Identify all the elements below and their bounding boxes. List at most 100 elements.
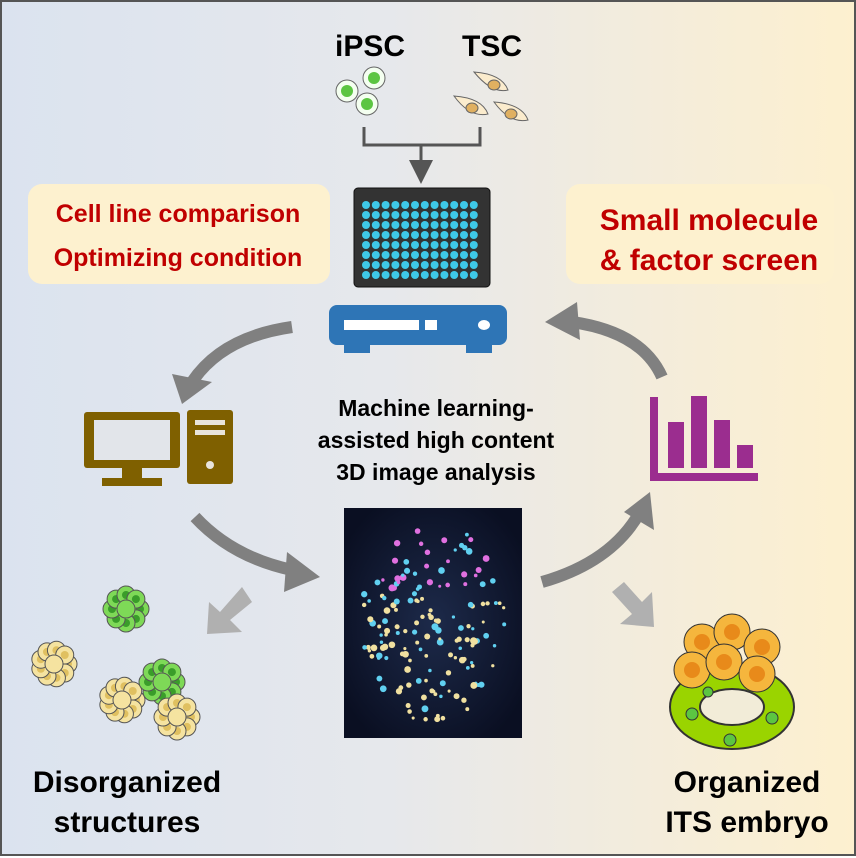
- brain-node: [424, 633, 431, 640]
- left-box-line-2: Optimizing condition: [54, 244, 303, 272]
- brain-node: [453, 656, 458, 660]
- brain-node: [439, 694, 443, 699]
- well: [401, 201, 410, 209]
- well: [430, 241, 439, 249]
- center-line-2: assisted high content: [318, 427, 555, 453]
- brain-node: [458, 656, 466, 664]
- cell-line-comparison-box: Cell line comparison Optimizing conditio…: [28, 184, 330, 284]
- brain-node: [435, 627, 442, 634]
- brain-node: [376, 675, 383, 682]
- brain-node: [461, 697, 467, 703]
- well: [391, 261, 400, 269]
- brain-node: [485, 601, 490, 606]
- well: [411, 201, 419, 209]
- well: [440, 221, 449, 229]
- brain-node: [414, 598, 419, 603]
- embryo-nucleus: [754, 639, 770, 655]
- well: [430, 261, 439, 269]
- embryo-nucleus: [749, 666, 765, 682]
- brain-node: [431, 689, 436, 694]
- brain-node: [492, 644, 497, 648]
- brain-node: [467, 601, 474, 608]
- well: [430, 221, 439, 229]
- well: [450, 251, 459, 259]
- brain-node: [466, 624, 471, 629]
- well: [411, 221, 419, 229]
- brain-node: [411, 629, 418, 635]
- well: [440, 211, 449, 219]
- well: [469, 241, 478, 249]
- well: [411, 211, 419, 219]
- brain-node: [382, 595, 387, 601]
- well: [411, 261, 419, 269]
- brain-node: [415, 640, 420, 645]
- brain-node: [475, 567, 482, 574]
- computer-icon: [84, 410, 233, 486]
- well: [450, 221, 459, 229]
- brain-node: [451, 615, 456, 619]
- well: [362, 251, 370, 259]
- brain-node: [379, 685, 387, 693]
- well: [420, 221, 429, 229]
- bottom-right-line-2: ITS embryo: [665, 806, 828, 839]
- well: [440, 241, 449, 249]
- well: [430, 231, 439, 239]
- brain-node: [391, 557, 399, 564]
- well: [469, 221, 478, 229]
- brain-node: [388, 584, 396, 592]
- brain-node: [435, 618, 441, 624]
- brain-node: [369, 653, 375, 659]
- brain-node: [418, 541, 424, 546]
- well: [371, 211, 380, 219]
- brain-node: [465, 707, 470, 712]
- brain-node: [453, 693, 460, 700]
- well: [362, 261, 370, 269]
- brain-node: [418, 647, 423, 652]
- well: [460, 221, 468, 229]
- well: [362, 231, 370, 239]
- well: [391, 201, 400, 209]
- ai-brain-image: [344, 508, 522, 738]
- brain-node: [424, 549, 431, 556]
- cell-nucleus: [167, 668, 176, 677]
- well: [440, 231, 449, 239]
- well: [401, 231, 410, 239]
- well: [391, 221, 400, 229]
- brain-node: [382, 618, 388, 625]
- brain-node: [438, 584, 442, 588]
- well: [391, 231, 400, 239]
- brain-node: [468, 537, 474, 543]
- brain-node: [361, 591, 368, 598]
- brain-node: [478, 681, 485, 688]
- brain-node: [491, 664, 495, 668]
- brain-node: [370, 644, 378, 652]
- brain-node: [445, 582, 451, 588]
- brain-node: [411, 591, 418, 597]
- brain-node: [415, 678, 422, 684]
- brain-node: [384, 627, 391, 634]
- cell: [167, 707, 187, 727]
- brain-node: [395, 630, 400, 635]
- well: [371, 201, 380, 209]
- well: [362, 211, 370, 219]
- brain-node: [365, 644, 371, 650]
- well: [411, 271, 419, 279]
- well: [420, 231, 429, 239]
- well: [401, 261, 410, 269]
- brain-node: [403, 559, 410, 565]
- cell: [116, 599, 136, 619]
- brain-node: [406, 682, 412, 688]
- brain-node: [401, 651, 405, 655]
- brain-node: [403, 647, 407, 651]
- well-plate-icon: [353, 187, 491, 288]
- well: [371, 241, 380, 249]
- cell: [152, 672, 172, 692]
- small-molecule-screen-box: Small molecule & factor screen: [566, 184, 834, 284]
- arrow-to-scanner: [571, 316, 668, 380]
- well: [460, 251, 468, 259]
- brain-node: [367, 616, 374, 623]
- brain-node: [395, 688, 403, 695]
- brain-node: [479, 581, 486, 588]
- well: [430, 271, 439, 279]
- center-line-1: Machine learning-: [338, 395, 534, 421]
